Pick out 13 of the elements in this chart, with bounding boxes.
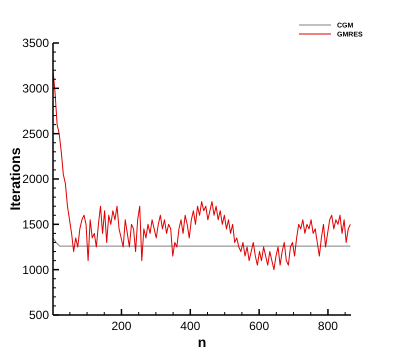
y-tick-label: 1000 (22, 262, 50, 277)
x-tick-label: 200 (111, 319, 132, 333)
x-tick-label: 800 (318, 319, 338, 333)
y-tick-label: 3500 (22, 36, 50, 50)
y-tick-label: 3000 (22, 82, 50, 96)
y-axis-title: Iterations (7, 147, 23, 211)
x-axis-title: n (198, 334, 206, 350)
x-tick-label: 600 (249, 319, 270, 333)
y-tick-label: 500 (28, 308, 50, 322)
x-tick-label: 400 (180, 319, 201, 333)
y-tick-label: 2000 (22, 172, 50, 186)
y-tick-label: 2500 (22, 126, 50, 141)
y-tick-label: 1500 (22, 218, 50, 232)
